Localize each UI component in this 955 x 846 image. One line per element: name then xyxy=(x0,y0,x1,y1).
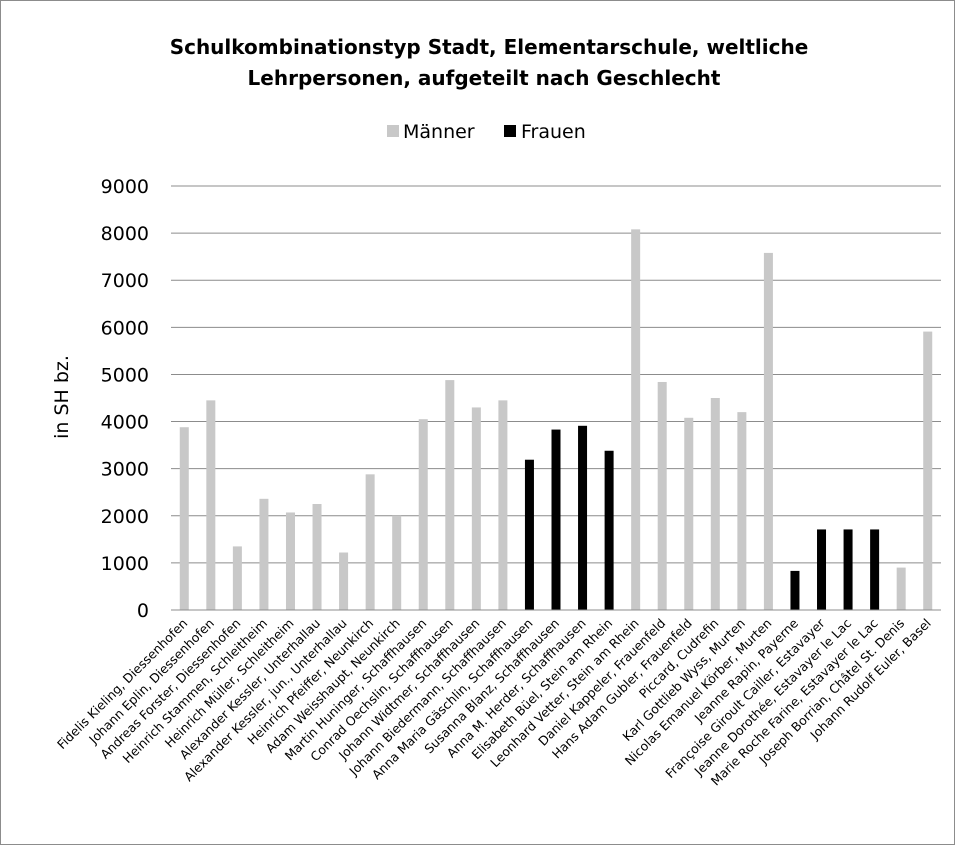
bar-frauen xyxy=(817,529,827,610)
chart-title-line-1: Schulkombinationstyp Stadt, Elementarsch… xyxy=(170,35,809,59)
legend-swatch-frauen xyxy=(504,125,516,137)
bar-maenner xyxy=(631,229,641,610)
bar-maenner xyxy=(365,474,375,610)
bar-maenner xyxy=(259,498,269,610)
y-tick-label: 7000 xyxy=(101,270,149,292)
legend-label-maenner: Männer xyxy=(403,121,475,143)
y-tick-labels: 0 1000 2000 3000 4000 5000 6000 7000 8000 9000 xyxy=(101,176,149,622)
y-tick-label: 0 xyxy=(137,600,149,622)
bar-maenner xyxy=(498,400,508,610)
chart-title-line-2: Lehrpersonen, aufgeteilt nach Geschlecht xyxy=(248,66,721,90)
y-axis-label: in SH bz. xyxy=(51,355,73,439)
bar-maenner xyxy=(923,331,933,610)
bar-maenner xyxy=(339,552,349,610)
y-tick-label: 4000 xyxy=(101,412,149,434)
bar-maenner xyxy=(445,380,455,610)
y-tick-label: 9000 xyxy=(101,176,149,198)
bar-maenner xyxy=(232,546,242,610)
bar-maenner xyxy=(206,400,216,610)
bar-maenner xyxy=(392,515,402,610)
y-tick-label: 3000 xyxy=(101,459,149,481)
bar-maenner xyxy=(710,398,720,610)
bar-maenner xyxy=(471,407,481,610)
legend-label-frauen: Frauen xyxy=(521,121,586,143)
y-tick-label: 5000 xyxy=(101,364,149,386)
bar-frauen xyxy=(870,529,880,610)
gridlines xyxy=(171,185,941,564)
y-tick-label: 6000 xyxy=(101,317,149,339)
bar-frauen xyxy=(604,450,614,610)
bar-frauen xyxy=(843,529,853,610)
bar-frauen xyxy=(578,425,588,610)
bar-maenner xyxy=(896,567,906,610)
bar-maenner xyxy=(657,381,667,610)
bar-frauen xyxy=(551,429,561,610)
bar-maenner xyxy=(285,512,295,610)
legend-swatch-maenner xyxy=(387,125,399,137)
bar-maenner xyxy=(737,412,747,610)
legend: Männer Frauen xyxy=(387,121,586,143)
bar-frauen xyxy=(790,570,800,610)
bar-maenner xyxy=(684,417,694,610)
y-tick-label: 8000 xyxy=(101,223,149,245)
bars xyxy=(179,229,933,611)
bar-frauen xyxy=(524,459,534,610)
bar-maenner xyxy=(763,252,773,611)
bar-maenner xyxy=(418,419,428,610)
bar-maenner xyxy=(312,504,322,610)
y-tick-label: 1000 xyxy=(101,553,149,575)
y-tick-label: 2000 xyxy=(101,506,149,528)
bar-maenner xyxy=(179,427,189,610)
